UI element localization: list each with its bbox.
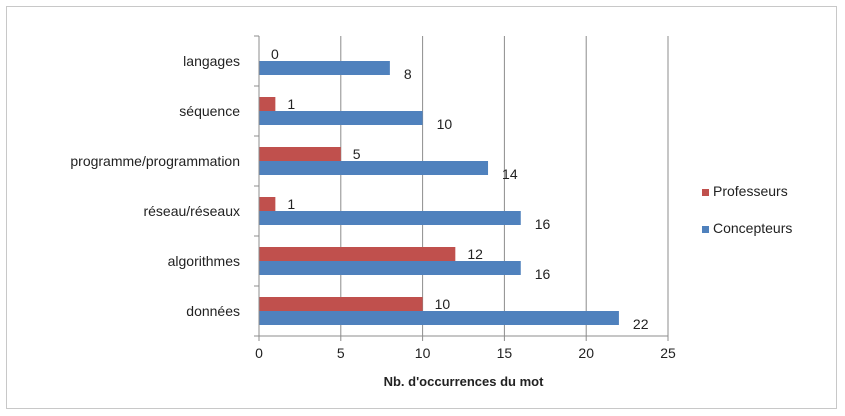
data-label-concepteurs: 8 xyxy=(404,66,412,82)
labels: langages 0 8 séquence 1 10 programme/programma… xyxy=(70,46,648,332)
data-label-concepteurs: 16 xyxy=(535,216,551,232)
x-tick-label: 10 xyxy=(415,345,431,361)
axes: 0 5 10 15 20 25 xyxy=(254,35,676,361)
data-label-professeurs: 0 xyxy=(271,46,279,62)
x-tick-label: 5 xyxy=(337,345,345,361)
legend-swatch-professeurs xyxy=(702,189,709,196)
data-label-professeurs: 10 xyxy=(435,296,451,312)
bar-professeurs xyxy=(259,97,276,111)
bar-concepteurs xyxy=(259,111,423,125)
data-label-professeurs: 1 xyxy=(287,196,295,212)
x-tick-label: 20 xyxy=(578,345,594,361)
bar-concepteurs xyxy=(259,261,521,275)
bar-professeurs xyxy=(259,197,276,211)
data-label-professeurs: 1 xyxy=(287,96,295,112)
data-label-concepteurs: 14 xyxy=(502,166,518,182)
gridlines xyxy=(340,36,669,336)
category-label: données xyxy=(186,303,240,319)
data-label-concepteurs: 16 xyxy=(535,266,551,282)
category-label: programme/programmation xyxy=(70,153,240,169)
bar-professeurs xyxy=(259,297,423,311)
legend-label-professeurs: Professeurs xyxy=(713,183,788,199)
bar-concepteurs xyxy=(259,61,390,75)
data-label-professeurs: 5 xyxy=(353,146,361,162)
legend-swatch-concepteurs xyxy=(702,226,709,233)
legend-label-concepteurs: Concepteurs xyxy=(713,220,792,236)
bar-professeurs xyxy=(259,247,456,261)
bar-professeurs xyxy=(259,147,341,161)
category-label: séquence xyxy=(179,103,240,119)
bar-concepteurs xyxy=(259,311,619,325)
data-label-concepteurs: 10 xyxy=(437,116,453,132)
category-label: langages xyxy=(183,53,240,69)
chart-frame xyxy=(6,6,837,409)
x-tick-label: 15 xyxy=(497,345,513,361)
data-label-professeurs: 12 xyxy=(467,246,483,262)
bar-concepteurs xyxy=(259,161,489,175)
category-label: algorithmes xyxy=(168,253,240,269)
x-axis-title: Nb. d'occurrences du mot xyxy=(384,374,545,389)
data-label-concepteurs: 22 xyxy=(633,316,649,332)
x-tick-label: 0 xyxy=(255,345,263,361)
legend: Professeurs Concepteurs xyxy=(702,183,792,236)
x-tick-label: 25 xyxy=(660,345,676,361)
bar-concepteurs xyxy=(259,211,521,225)
bars xyxy=(259,61,619,325)
category-label: réseau/réseaux xyxy=(143,203,240,219)
